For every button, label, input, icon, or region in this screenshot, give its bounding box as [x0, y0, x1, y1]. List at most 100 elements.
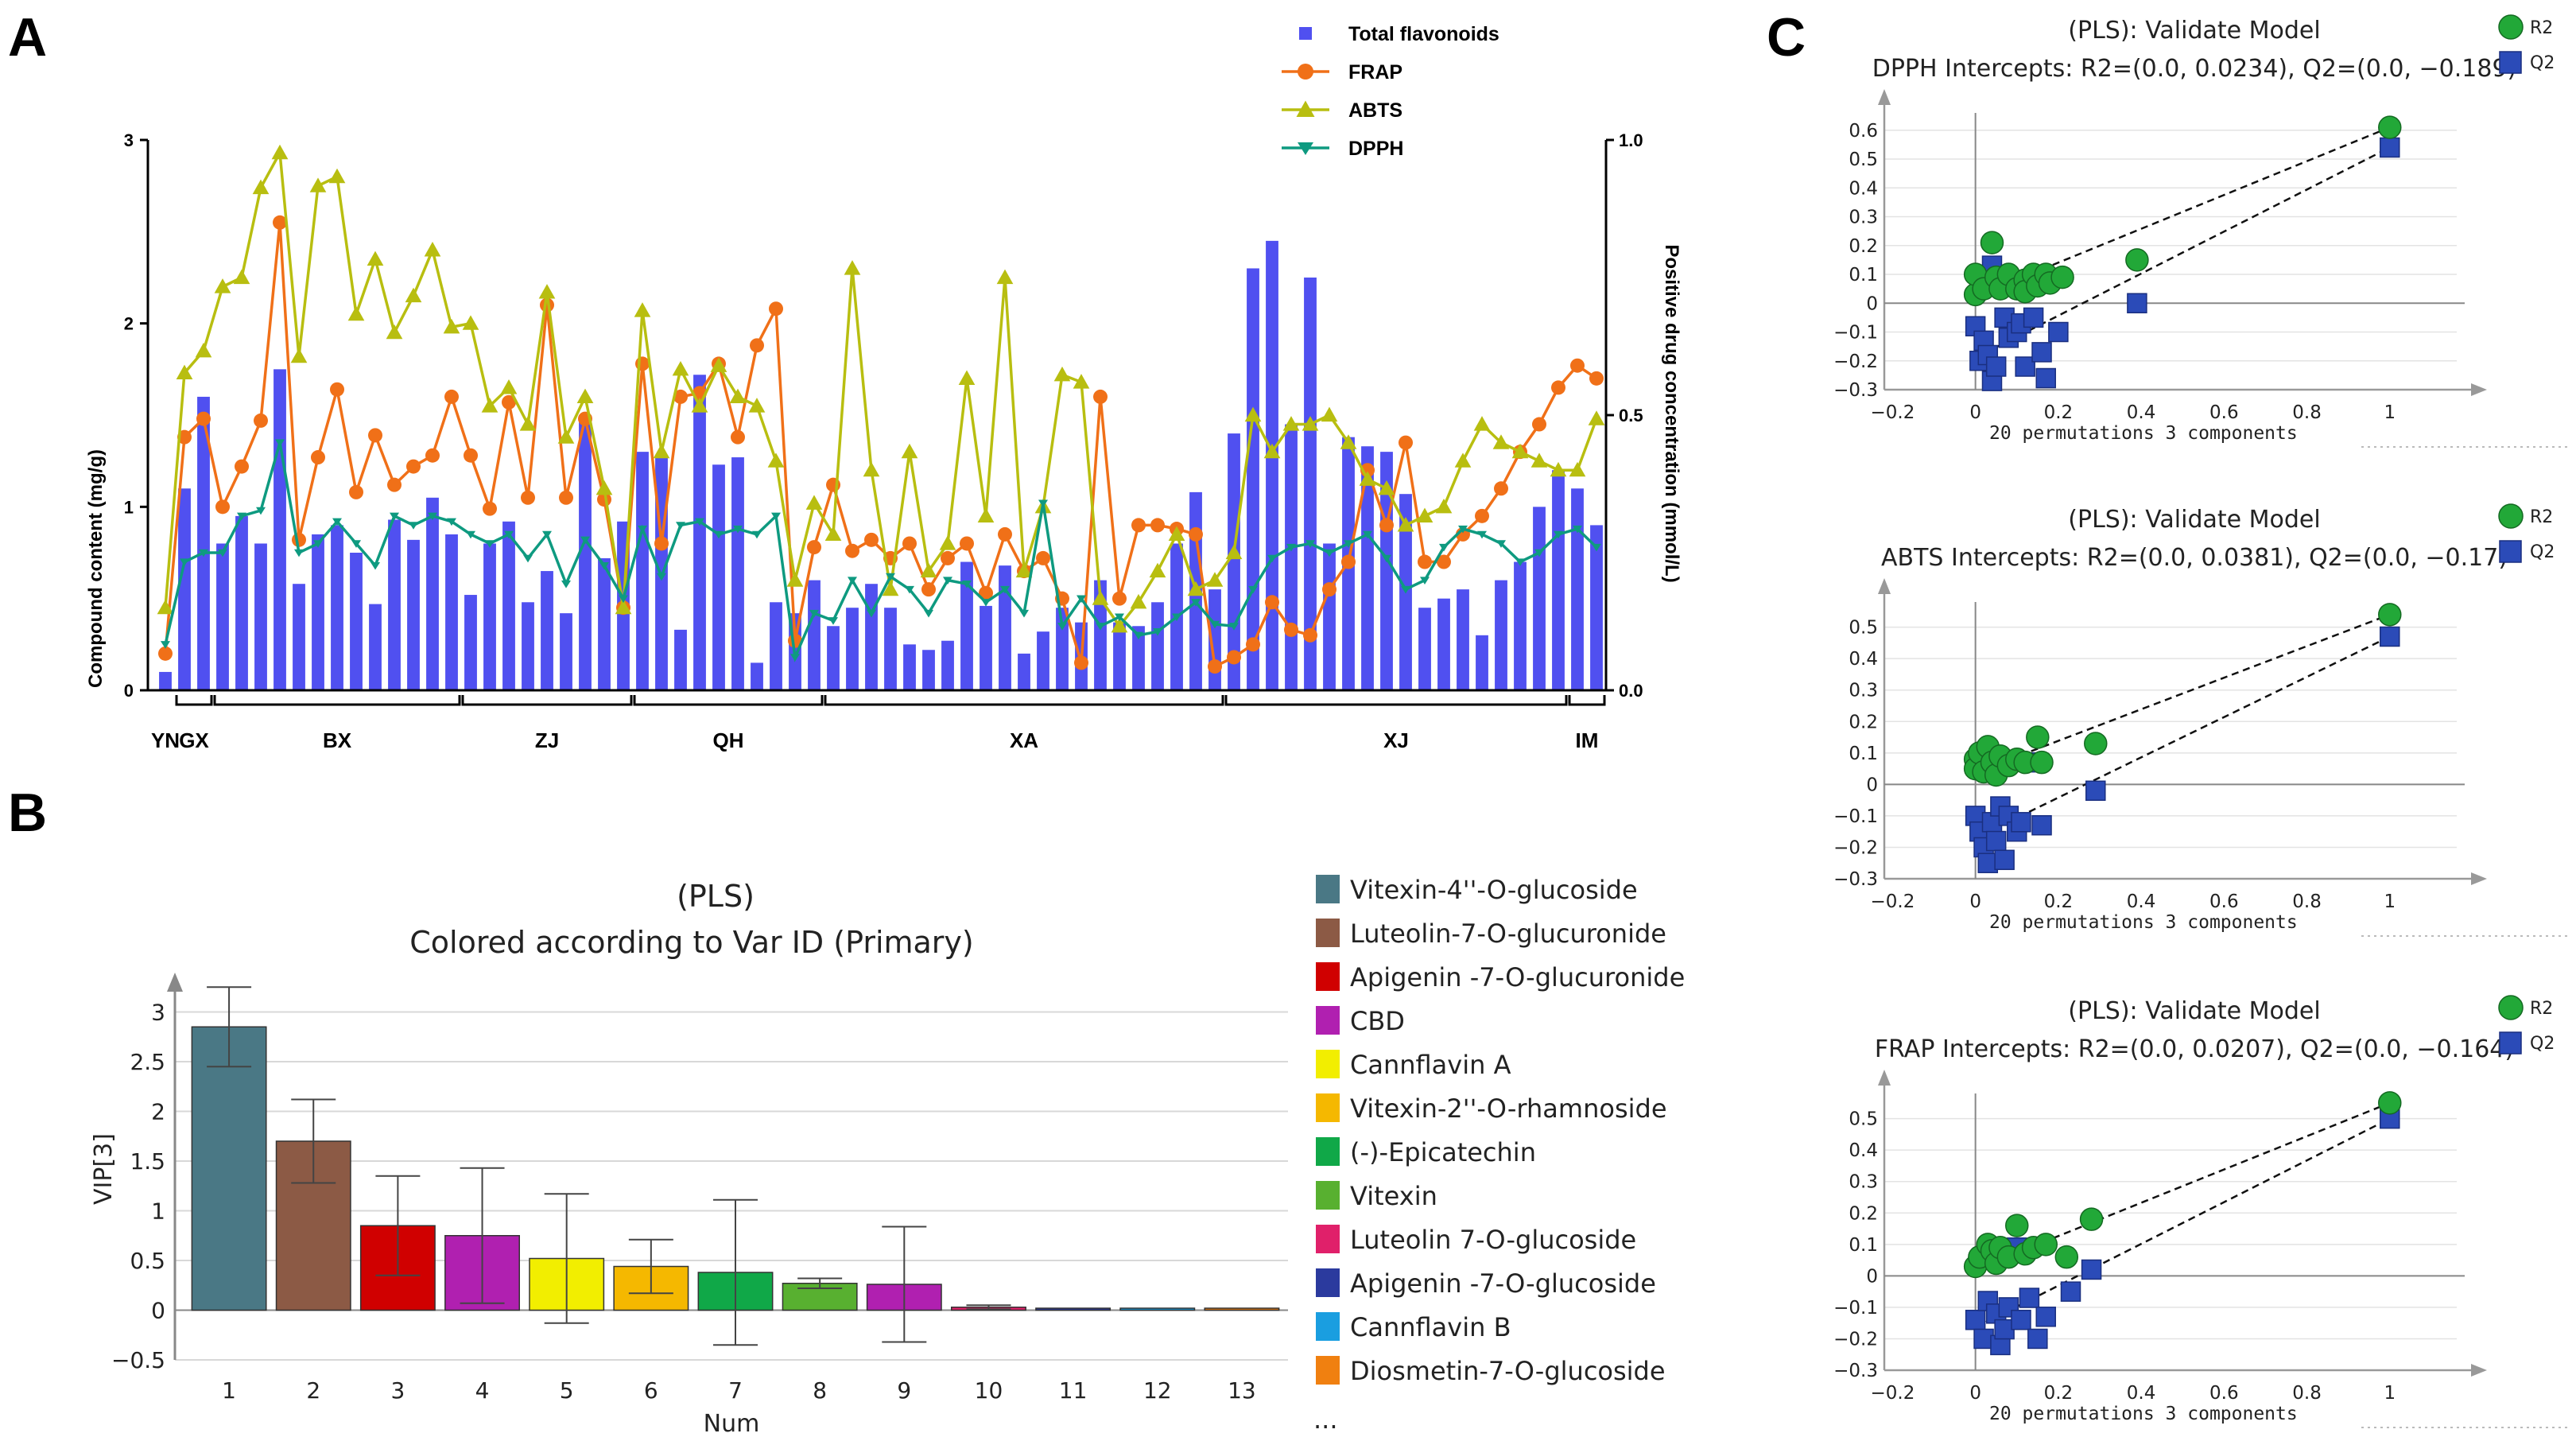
y-tick-label: 0.2 [1849, 236, 1878, 257]
x-tick-label: 0.4 [2127, 891, 2156, 912]
point-frap [1341, 554, 1356, 569]
plot-title: (PLS): Validate Model [2068, 506, 2320, 534]
r2-point [2378, 115, 2402, 139]
point-frap [502, 394, 516, 410]
vip-bar [1204, 1307, 1280, 1311]
bar-total-flavonoids [369, 604, 382, 690]
point-dpph [313, 540, 323, 548]
q2-regression-line [1975, 1117, 2391, 1329]
panel-label-b: B [8, 783, 47, 843]
point-frap [1322, 582, 1336, 597]
bar-total-flavonoids [1113, 622, 1126, 690]
group-bracket [1568, 695, 1606, 706]
q2-point [1965, 1309, 1986, 1330]
bar-total-flavonoids [731, 457, 744, 690]
point-abts [863, 461, 880, 477]
point-dpph [1534, 549, 1544, 557]
bar-total-flavonoids [197, 396, 210, 690]
point-frap [807, 540, 821, 555]
bar-total-flavonoids [1361, 446, 1374, 690]
point-abts [328, 168, 346, 184]
point-abts [443, 318, 460, 334]
y-tick-label: 0.5 [1849, 618, 1878, 639]
y-tick-label: 0.4 [1849, 649, 1878, 670]
y-tick-label: −0.3 [1833, 380, 1878, 401]
point-abts [1092, 590, 1109, 605]
point-dpph [1439, 543, 1449, 552]
point-frap [998, 526, 1012, 542]
r2-point [2026, 725, 2050, 749]
bar-total-flavonoids [770, 602, 782, 690]
q2-regression-line [1975, 146, 2391, 359]
legend-swatch [1316, 875, 1340, 903]
point-frap [654, 536, 669, 551]
x-tick-label: 0.8 [2292, 891, 2322, 912]
y-tick-label: 0 [1866, 775, 1878, 795]
y-tick-label: 1.5 [130, 1148, 165, 1175]
bar-total-flavonoids [235, 515, 248, 690]
point-dpph [409, 522, 418, 530]
group-bracket [213, 695, 461, 706]
point-frap [1189, 526, 1203, 542]
group-label-xa: XA [1010, 728, 1038, 752]
point-abts [977, 507, 995, 522]
y-tick-label-right: 1.0 [1619, 130, 1643, 150]
point-abts [557, 429, 575, 444]
x-tick-label: −0.2 [1870, 402, 1915, 423]
y-tick-label-left: 2 [124, 314, 134, 334]
point-abts [786, 572, 804, 587]
x-tick-label: 1 [2384, 402, 2396, 423]
bar-total-flavonoids [693, 375, 706, 690]
point-abts [1053, 366, 1071, 382]
legend-label: Total flavonoids [1348, 23, 1499, 45]
point-abts [1569, 461, 1586, 477]
q2-point [2035, 367, 2056, 389]
bar-total-flavonoids [1323, 543, 1336, 690]
group-label-xj: XJ [1383, 728, 1409, 752]
group-label-im: IM [1576, 728, 1599, 752]
legend-label: Q2 [2530, 542, 2555, 562]
point-abts [672, 360, 689, 376]
point-frap [158, 646, 173, 661]
bar-total-flavonoids [178, 488, 191, 690]
q2-point [2060, 1281, 2081, 1302]
x-tick-label: 0.2 [2044, 891, 2074, 912]
legend-swatch [1316, 919, 1340, 947]
point-abts [252, 179, 270, 195]
point-dpph [1115, 613, 1124, 622]
q2-point [2023, 307, 2044, 328]
bar-total-flavonoids [674, 629, 687, 690]
legend-label: Cannflavin B [1350, 1312, 1511, 1342]
point-dpph [828, 617, 838, 625]
y-tick-label: −0.1 [1833, 806, 1878, 827]
validate-model-plot-1: (PLS): Validate Model DPPH Intercepts: R2… [1833, 14, 2568, 448]
point-abts [596, 480, 613, 495]
point-abts [1397, 517, 1414, 532]
bar-total-flavonoids [426, 497, 439, 690]
point-dpph [447, 518, 456, 526]
bar-total-flavonoids [293, 584, 305, 690]
point-dpph [523, 554, 533, 563]
point-abts [653, 443, 670, 459]
y-axis-title: VIP[3] [90, 1133, 118, 1205]
bar-total-flavonoids [331, 525, 343, 690]
point-dpph [848, 577, 857, 585]
y-tick-label: 0.5 [130, 1248, 165, 1274]
point-abts [1416, 507, 1433, 522]
bar-total-flavonoids [579, 415, 592, 690]
q2-point [2380, 626, 2400, 647]
y-tick-label: 0.5 [1849, 1109, 1878, 1130]
point-frap [559, 490, 573, 505]
legend-label: Cannflavin A [1350, 1050, 1511, 1080]
point-dpph [905, 585, 914, 594]
point-frap [979, 585, 993, 600]
r2-point [2378, 603, 2402, 627]
vip-bar-plot: 32.521.510.50−0.51 2 3 4 5 6 7 8 9 10 11 12 13 [111, 973, 1288, 1404]
point-abts [481, 398, 499, 413]
point-dpph [294, 549, 304, 557]
point-abts [1111, 617, 1128, 633]
point-abts [1225, 544, 1243, 560]
legend-label: CBD [1350, 1006, 1405, 1036]
bar-total-flavonoids [522, 602, 534, 690]
q2-point [2019, 1288, 2040, 1308]
